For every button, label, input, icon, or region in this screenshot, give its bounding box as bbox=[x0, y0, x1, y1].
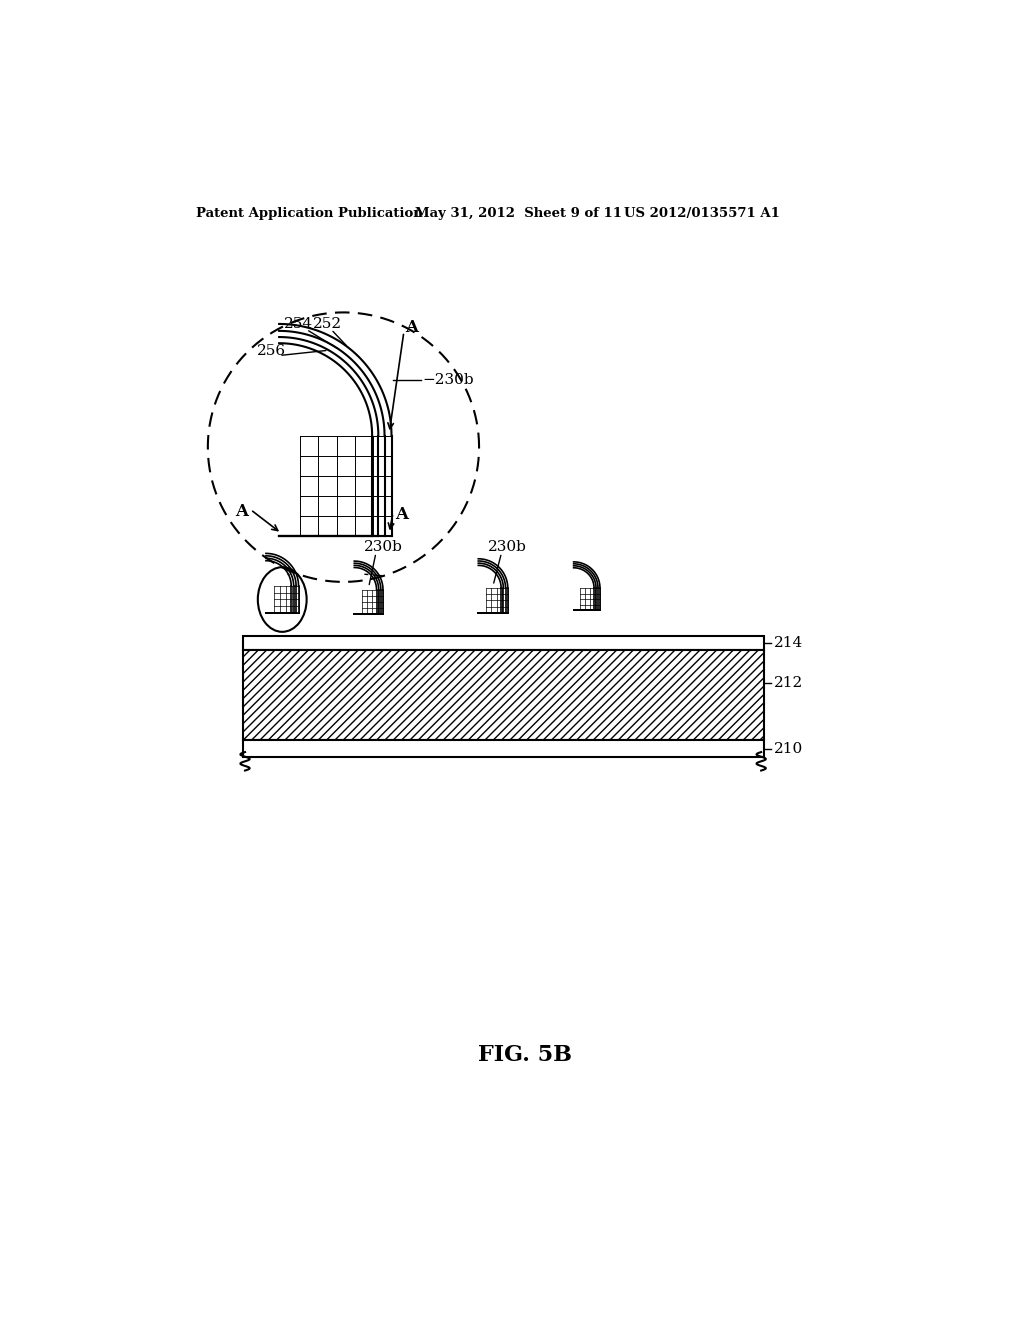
Text: 252: 252 bbox=[313, 317, 342, 331]
Text: 214: 214 bbox=[773, 636, 803, 649]
Text: 210: 210 bbox=[773, 742, 803, 755]
Text: 230b: 230b bbox=[365, 540, 403, 554]
Text: A: A bbox=[395, 506, 409, 523]
Text: A: A bbox=[406, 319, 419, 337]
Text: FIG. 5B: FIG. 5B bbox=[478, 1044, 571, 1067]
Text: 256: 256 bbox=[257, 345, 286, 358]
Text: Patent Application Publication: Patent Application Publication bbox=[197, 207, 423, 220]
Bar bbox=[243, 636, 764, 649]
Text: A: A bbox=[236, 503, 248, 520]
Bar bbox=[243, 649, 764, 739]
Text: US 2012/0135571 A1: US 2012/0135571 A1 bbox=[624, 207, 780, 220]
Text: −230b: −230b bbox=[423, 374, 474, 387]
Bar bbox=[243, 739, 764, 758]
Text: 230b: 230b bbox=[488, 540, 527, 554]
Text: May 31, 2012  Sheet 9 of 11: May 31, 2012 Sheet 9 of 11 bbox=[415, 207, 622, 220]
Text: 212: 212 bbox=[773, 676, 803, 690]
Text: 254: 254 bbox=[284, 317, 313, 331]
